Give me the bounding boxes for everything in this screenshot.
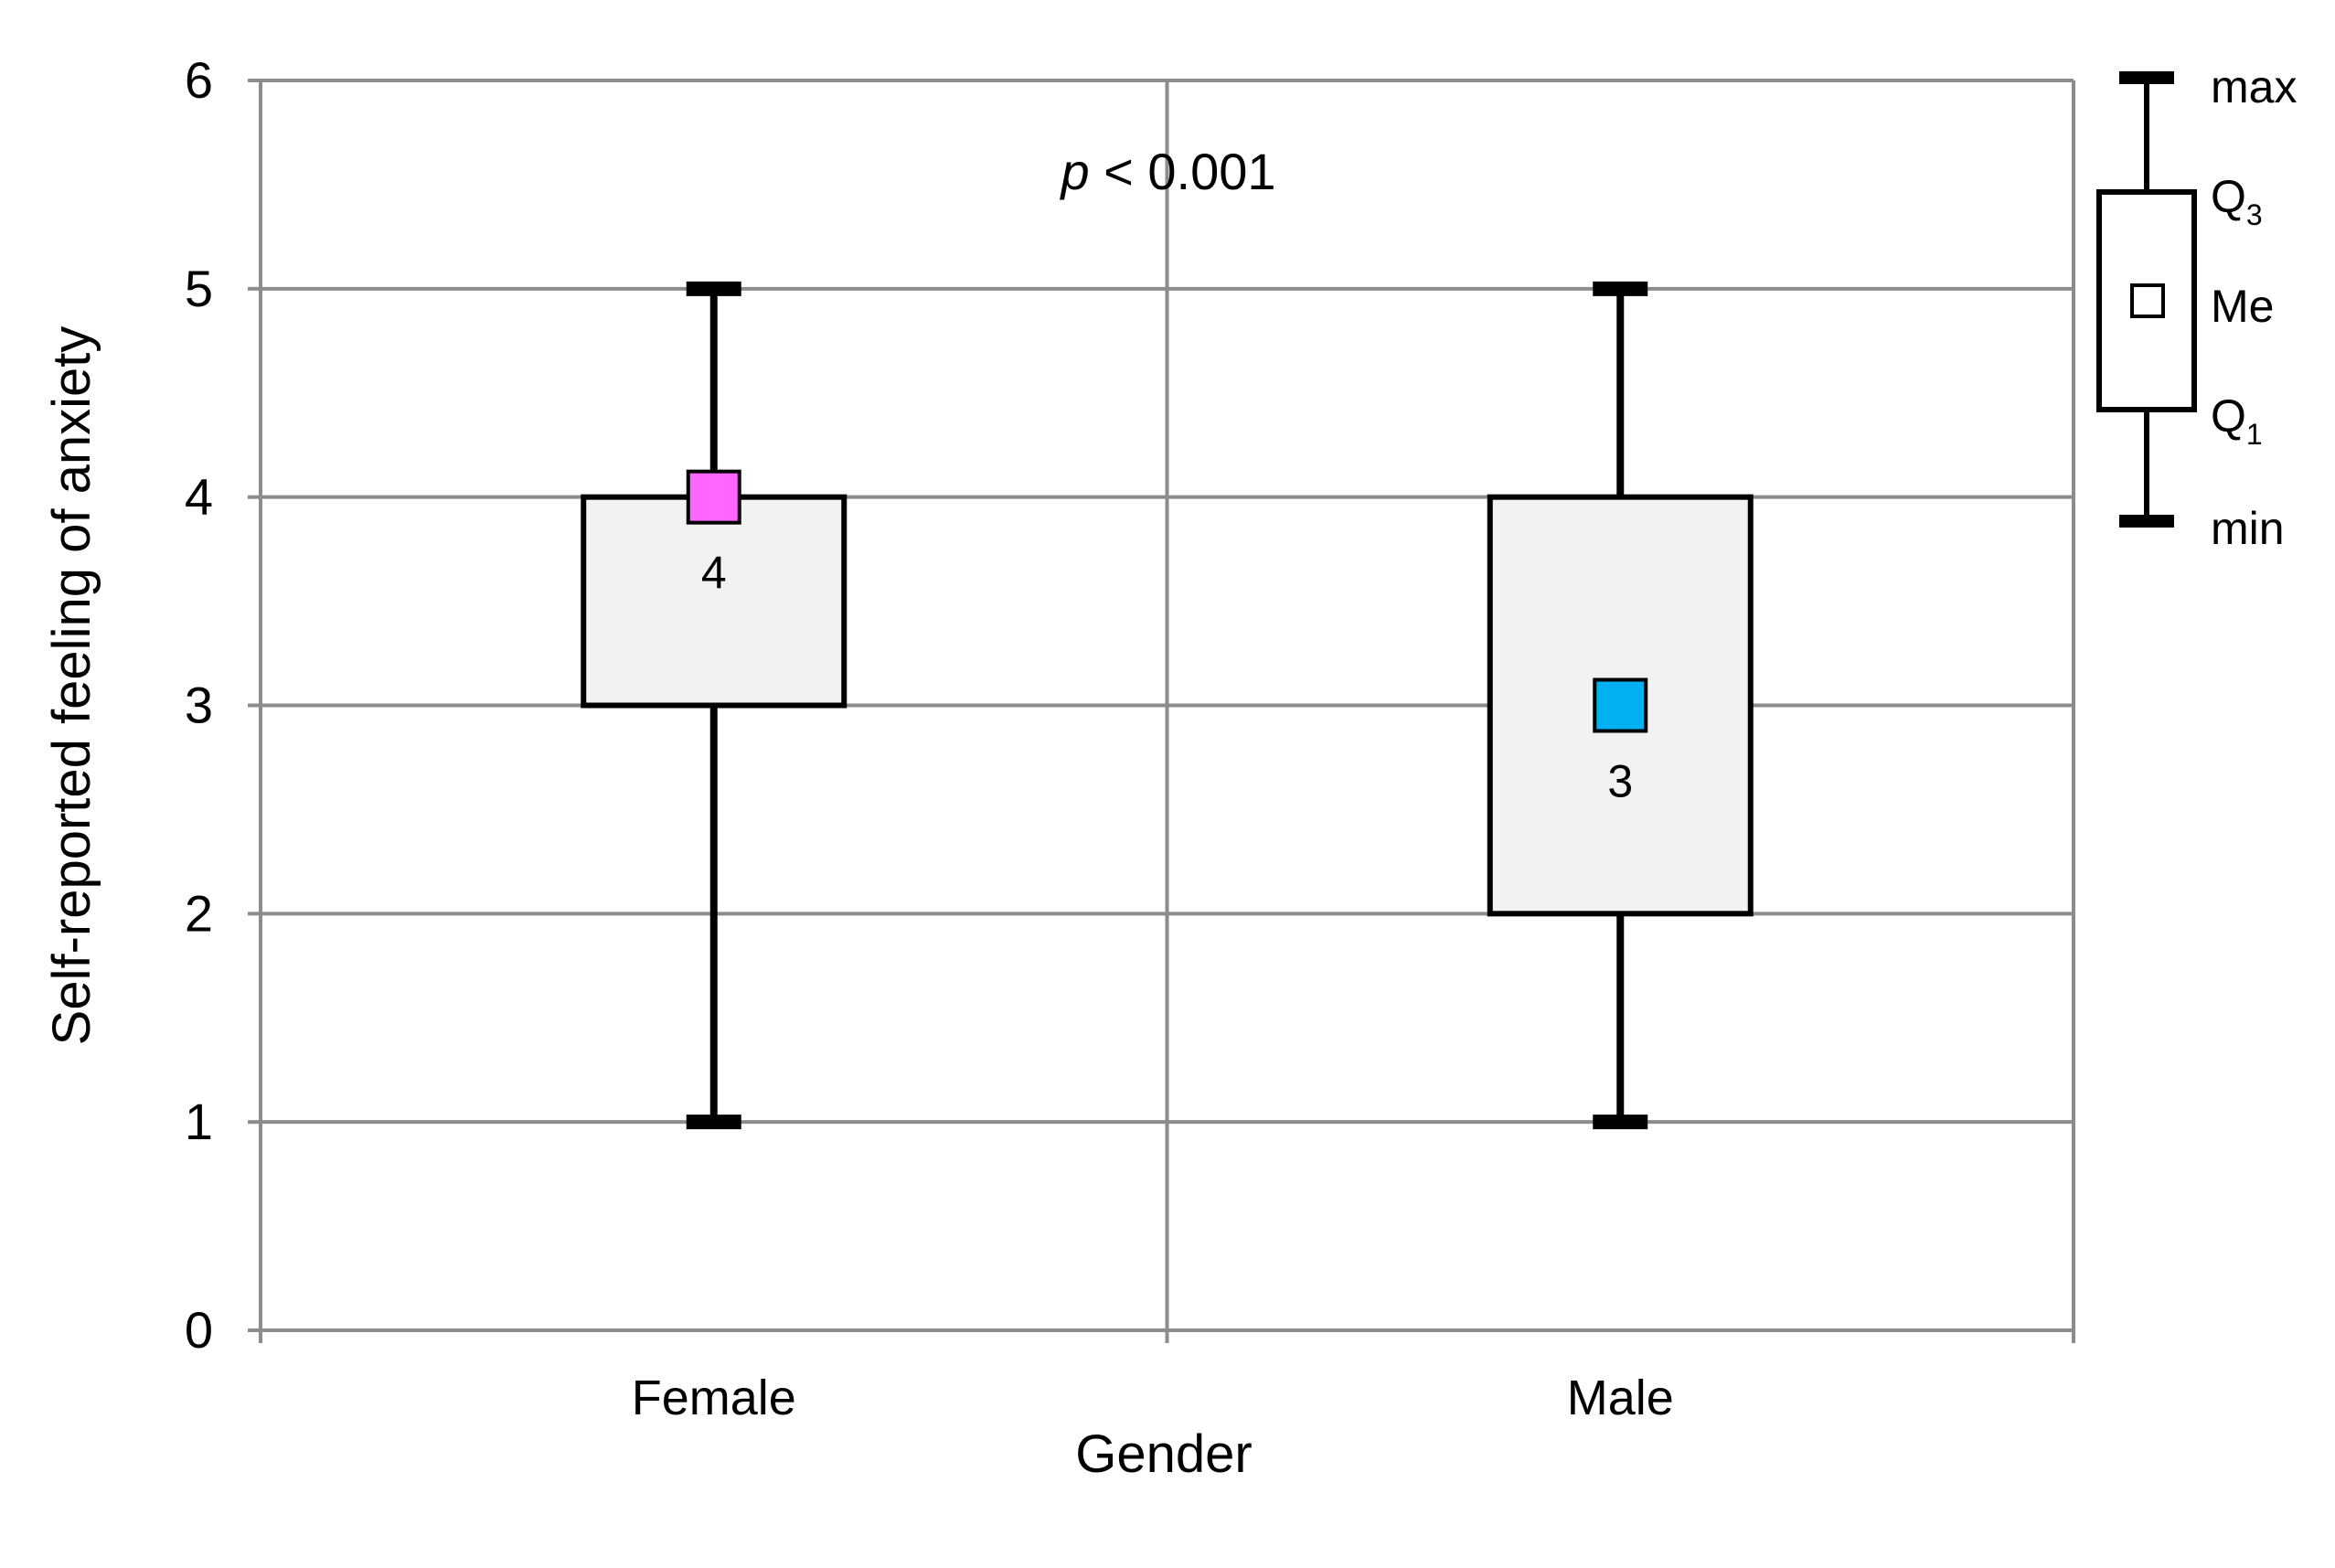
legend-max-label: max bbox=[2211, 61, 2297, 112]
legend-q1-label: Q1 bbox=[2211, 390, 2263, 451]
y-tick-label: 4 bbox=[185, 468, 213, 526]
legend-q3-label: Q3 bbox=[2211, 171, 2263, 231]
x-tick-label: Male bbox=[1567, 1371, 1674, 1425]
x-axis-title: Gender bbox=[1075, 1424, 1252, 1484]
legend-box-key: max Q3 Me Q1 min bbox=[2096, 61, 2297, 554]
y-tick-label: 5 bbox=[185, 260, 213, 317]
x-tick-label: Female bbox=[632, 1371, 796, 1425]
y-tick-label: 0 bbox=[185, 1301, 213, 1359]
legend-min-label: min bbox=[2211, 503, 2285, 554]
legend-median-label: Me bbox=[2211, 281, 2274, 332]
y-tick-label: 3 bbox=[185, 677, 213, 734]
p-value-annotation: p < 0.001 bbox=[1059, 143, 1275, 200]
y-tick-label: 6 bbox=[185, 51, 213, 109]
x-axis-categories: Female Male bbox=[632, 1371, 1674, 1425]
median-marker bbox=[1593, 677, 1648, 733]
box-male: 3 bbox=[1487, 281, 1754, 1130]
iqr-box bbox=[581, 494, 848, 709]
y-tick-label: 2 bbox=[185, 884, 213, 942]
median-value-label: 4 bbox=[701, 548, 727, 599]
grid-lines bbox=[248, 79, 2075, 1343]
median-marker bbox=[686, 469, 741, 525]
legend-median-marker bbox=[2130, 283, 2165, 318]
median-value-label: 3 bbox=[1607, 756, 1633, 807]
box-female: 4 bbox=[581, 281, 848, 1130]
y-tick-label: 1 bbox=[185, 1093, 213, 1150]
y-axis-ticks: 0 1 2 3 4 5 6 bbox=[185, 51, 213, 1359]
box-series: 43 bbox=[581, 281, 1754, 1130]
y-axis-title: Self-reported feeling of anxiety bbox=[42, 326, 101, 1046]
